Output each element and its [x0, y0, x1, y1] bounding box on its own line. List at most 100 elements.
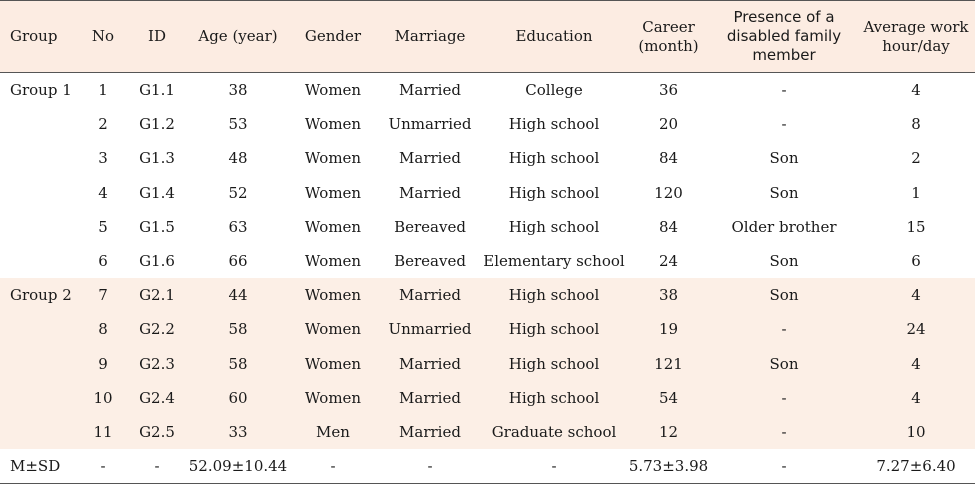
work-hours-cell: 8 — [911, 115, 921, 134]
group-label: Group 1 — [10, 81, 72, 100]
summary-cell: - — [330, 457, 336, 476]
group-label — [0, 210, 80, 244]
education-cell: High school — [508, 149, 600, 168]
gender-cell: Women — [304, 183, 362, 202]
education-cell: High school — [508, 217, 600, 236]
marriage-cell: Married — [399, 149, 461, 168]
career-cell: 24 — [658, 252, 679, 271]
marriage-cell: Married — [399, 354, 461, 373]
disabled-family-cell: - — [781, 320, 787, 339]
age-cell: 33 — [228, 422, 248, 441]
group-label — [0, 244, 80, 278]
disabled-family-cell: Son — [769, 286, 799, 305]
gender-cell: Women — [304, 217, 362, 236]
work-hours-cell: 10 — [906, 422, 926, 441]
no-cell: 4 — [98, 183, 108, 202]
marriage-cell: Unmarried — [388, 320, 472, 339]
header-gender: Gender — [304, 27, 362, 45]
id-cell: G2.3 — [139, 354, 175, 373]
summary-cell: - — [551, 457, 557, 476]
id-cell: G1.6 — [139, 252, 175, 271]
disabled-family-cell: Son — [769, 183, 799, 202]
no-cell: 1 — [98, 81, 108, 100]
disabled-family-cell: - — [781, 115, 787, 134]
work-hours-cell: 4 — [911, 286, 921, 305]
marriage-cell: Bereaved — [394, 217, 466, 236]
education-cell: High school — [508, 183, 600, 202]
table-header: Group No ID Age (year) Gender Marriage E… — [0, 0, 975, 73]
work-hours-cell: 2 — [911, 149, 921, 168]
no-cell: 6 — [98, 252, 108, 271]
work-hours-cell: 4 — [911, 388, 921, 407]
gender-cell: Women — [304, 115, 362, 134]
gender-cell: Men — [316, 422, 350, 441]
id-cell: G1.2 — [139, 115, 175, 134]
career-cell: 38 — [658, 286, 679, 305]
table-row: 4 G1.4 52 Women Married High school 120 Son 1 — [0, 175, 975, 210]
id-cell: G2.4 — [139, 388, 175, 407]
education-cell: High school — [508, 286, 600, 305]
header-id: ID — [148, 27, 166, 45]
age-cell: 58 — [228, 354, 248, 373]
career-cell: 54 — [658, 388, 679, 407]
id-cell: G1.5 — [139, 217, 175, 236]
table-row: 6 G1.6 66 Women Bereaved Elementary school 24 S… — [0, 243, 975, 279]
no-cell: 7 — [98, 286, 108, 305]
id-cell: G2.1 — [139, 286, 175, 305]
header-career: Career (month) — [638, 17, 699, 55]
table-row: 3 G1.3 48 Women Married High school 84 Son 2 — [0, 141, 975, 176]
education-cell: High school — [508, 320, 600, 339]
group-label — [0, 107, 80, 141]
disabled-family-cell: - — [781, 422, 787, 441]
age-cell: 53 — [228, 115, 248, 134]
id-cell: G2.5 — [139, 422, 175, 441]
marriage-cell: Married — [399, 422, 461, 441]
disabled-family-cell: Son — [769, 252, 799, 271]
career-cell: 20 — [658, 115, 679, 134]
id-cell: G1.4 — [139, 183, 175, 202]
no-cell: 8 — [98, 320, 108, 339]
marriage-cell: Married — [399, 286, 461, 305]
age-cell: 52 — [228, 183, 248, 202]
group-label — [0, 381, 80, 415]
header-row: Group No ID Age (year) Gender Marriage E… — [0, 0, 975, 73]
gender-cell: Women — [304, 388, 362, 407]
no-cell: 3 — [98, 149, 108, 168]
age-cell: 63 — [228, 217, 248, 236]
marriage-cell: Unmarried — [388, 115, 472, 134]
header-work-hours: Average work hour/day — [863, 17, 969, 55]
career-cell: 19 — [658, 320, 679, 339]
no-cell: 11 — [93, 422, 113, 441]
education-cell: High school — [508, 388, 600, 407]
age-cell: 58 — [228, 320, 248, 339]
age-cell: 60 — [228, 388, 248, 407]
work-hours-cell: 24 — [906, 320, 926, 339]
id-cell: G1.1 — [139, 81, 175, 100]
group-label: Group 2 — [10, 286, 72, 305]
work-hours-cell: 4 — [911, 81, 921, 100]
summary-age: 52.09±10.44 — [188, 457, 288, 476]
no-cell: 2 — [98, 115, 108, 134]
summary-body: M±SD - - 52.09±10.44 - - - 5.73±3.98 - 7… — [0, 449, 975, 484]
education-cell: College — [525, 81, 583, 100]
disabled-family-cell: - — [781, 388, 787, 407]
table-row: 9 G2.3 58 Women Married High school 121 Son 4 — [0, 346, 975, 381]
summary-career: 5.73±3.98 — [628, 457, 709, 476]
disabled-family-cell: - — [781, 81, 787, 100]
table-row: 8 G2.2 58 Women Unmarried High school 19 - 24 — [0, 312, 975, 347]
group-label — [0, 415, 80, 449]
id-cell: G2.2 — [139, 320, 175, 339]
education-cell: Elementary school — [483, 252, 625, 271]
table-row: 5 G1.5 63 Women Bereaved High school 84 Older b… — [0, 209, 975, 244]
education-cell: High school — [508, 354, 600, 373]
summary-cell: - — [154, 457, 160, 476]
disabled-family-cell: Older brother — [731, 217, 837, 236]
table-row: 10 G2.4 60 Women Married High school 54 - 4 — [0, 380, 975, 415]
header-group: Group — [10, 27, 58, 45]
summary-cell: - — [100, 457, 106, 476]
gender-cell: Women — [304, 149, 362, 168]
age-cell: 48 — [228, 149, 248, 168]
career-cell: 36 — [658, 81, 679, 100]
gender-cell: Women — [304, 252, 362, 271]
gender-cell: Women — [304, 320, 362, 339]
